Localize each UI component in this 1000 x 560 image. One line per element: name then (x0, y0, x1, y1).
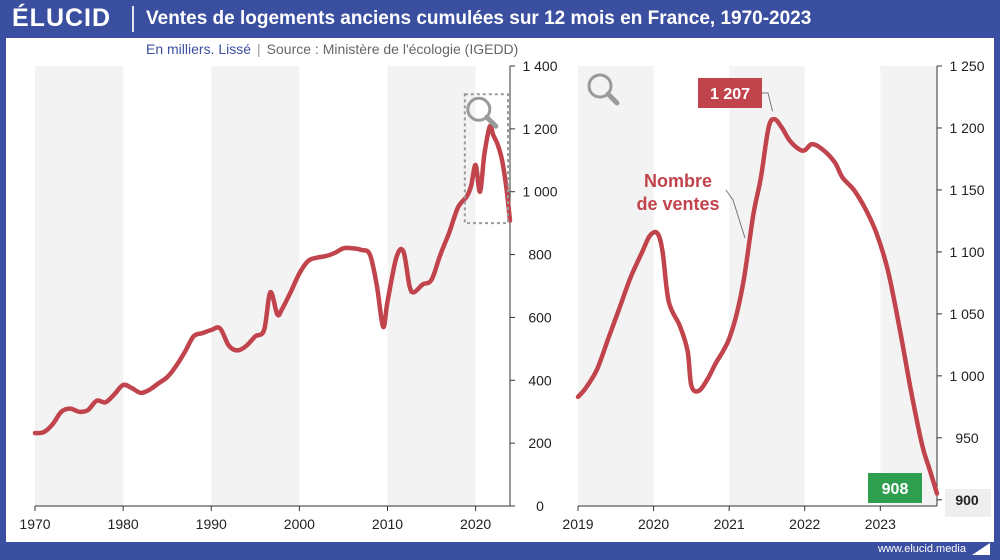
magnifier-handle (484, 114, 499, 129)
grid-band (35, 66, 124, 506)
y-tick-label: 800 (528, 247, 552, 263)
y-tick-label: 950 (955, 430, 979, 446)
y-tick-label: 600 (528, 309, 552, 325)
last-value-label: 908 (882, 481, 909, 498)
x-tick-label: 2020 (460, 516, 491, 532)
x-tick-label: 2000 (284, 516, 315, 532)
peak-badge (698, 78, 762, 108)
chart-subtitle: En milliers. Lissé | Source : Ministère de… (146, 41, 518, 57)
grid-band (880, 66, 937, 506)
zoom-box (463, 93, 509, 225)
y-tick-label: 1 200 (949, 120, 984, 136)
y-tick-label: 1 000 (949, 368, 984, 384)
page-title: Ventes de logements anciens cumulées sur… (146, 8, 812, 29)
units-note: En milliers. Lissé (146, 41, 252, 57)
x-tick-label: 1970 (19, 516, 50, 532)
y-tick-label: 1 100 (949, 244, 984, 260)
header-separator (132, 6, 134, 32)
grid-band (211, 66, 300, 506)
y-tick-label: 1 250 (949, 58, 984, 74)
y-tick-label: 1 200 (522, 121, 557, 137)
grid-band (578, 66, 654, 506)
series-label: de ventes (636, 194, 719, 214)
magnifier-lens (587, 73, 613, 99)
header-bar: ÉLUCID Ventes de logements anciens cumul… (0, 0, 1000, 38)
y-tick-highlight (945, 489, 991, 517)
source-note: Source : Ministère de l'écologie (IGEDD) (266, 41, 519, 57)
x-tick-label: 2022 (789, 516, 820, 532)
peak-badge-label: 1 207 (710, 86, 750, 103)
x-tick-label: 2020 (638, 516, 669, 532)
y-tick-label: 200 (528, 435, 552, 451)
series-line (32, 123, 513, 436)
magnifier-icon (587, 73, 620, 106)
x-tick-label: 2010 (372, 516, 403, 532)
x-tick-label: 1980 (108, 516, 139, 532)
brand-mark-icon (972, 543, 990, 555)
series-label: Nombre (644, 171, 712, 191)
x-tick-label: 1990 (196, 516, 227, 532)
subtitle-separator: | (257, 41, 261, 57)
y-tick-label: 1 050 (949, 306, 984, 322)
footer-site-link[interactable]: www.elucid.media (877, 543, 966, 555)
x-tick-label: 2019 (562, 516, 593, 532)
y-tick-label: 0 (536, 498, 544, 514)
brand-logo[interactable]: ÉLUCID (12, 4, 112, 32)
last-value-badge (868, 473, 922, 503)
series-label-leader (725, 189, 746, 239)
y-tick-label: 1 000 (522, 184, 557, 200)
y-tick-label-highlight: 900 (955, 492, 979, 508)
y-tick-label: 1 400 (522, 58, 557, 74)
peak-leader (762, 92, 773, 112)
y-tick-label: 1 150 (949, 182, 984, 198)
x-tick-label: 2023 (865, 516, 896, 532)
x-tick-label: 2021 (714, 516, 745, 532)
magnifier-lens (466, 96, 492, 122)
series-line (575, 117, 940, 496)
magnifier-icon (466, 96, 499, 129)
chart-panel (6, 38, 994, 542)
grid-band (387, 66, 476, 506)
magnifier-handle (605, 91, 620, 106)
y-tick-label: 400 (528, 372, 552, 388)
